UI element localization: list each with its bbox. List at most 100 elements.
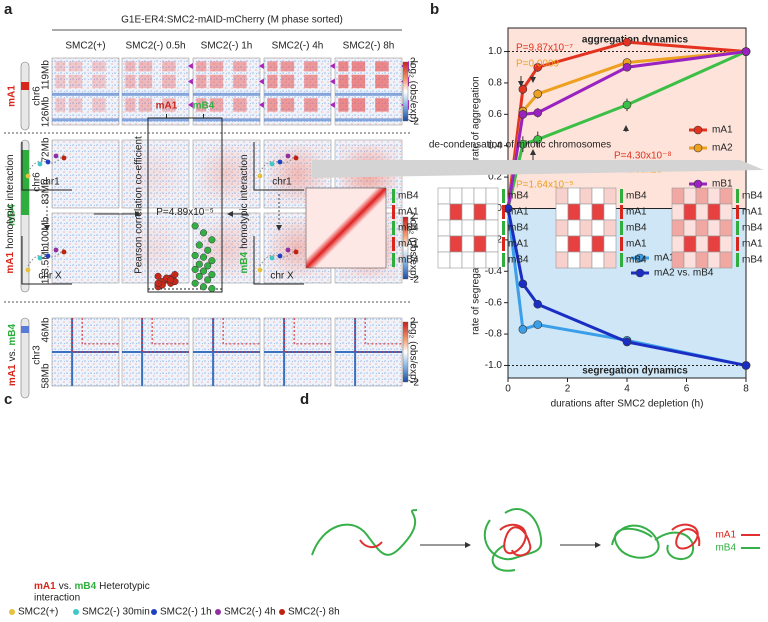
contact-cell <box>719 187 733 205</box>
chromosome-band <box>21 150 29 215</box>
heatmap-block <box>233 98 247 112</box>
heatmap-block <box>351 74 366 89</box>
contact-cell <box>437 235 451 253</box>
compartment-bar <box>502 221 505 235</box>
heatmap-block <box>280 61 295 72</box>
chromatin-green <box>611 524 695 560</box>
heatmap-enrichment <box>126 217 185 279</box>
y-tick-label: -1.0 <box>485 360 503 371</box>
heatmap-block <box>125 61 136 72</box>
category-label: mB4 <box>193 101 215 112</box>
contact-cell <box>695 187 709 205</box>
data-point <box>622 62 632 72</box>
heatmap-block <box>138 74 153 89</box>
diagram-dot <box>45 253 51 259</box>
legend-label: SMC2(-) 30min <box>82 607 150 618</box>
coordinate: 46Mb <box>41 317 52 342</box>
chromosome-band <box>21 326 29 333</box>
data-point <box>191 251 199 260</box>
heatmap <box>121 57 190 126</box>
data-point <box>204 246 212 254</box>
x-tick-label: 4 <box>624 384 630 395</box>
colorbar-min: -2 <box>410 117 419 128</box>
compartment-label: mA1 <box>626 207 647 218</box>
compartment-label: mA1 <box>508 239 529 250</box>
compartment-bar <box>502 189 505 203</box>
contact-cell <box>683 203 697 221</box>
legend-label: mA1 <box>712 125 733 136</box>
data-point <box>208 284 216 293</box>
compartment-bar <box>736 205 739 219</box>
legend-label: mA2 <box>712 143 733 154</box>
heatmap <box>51 139 120 209</box>
category-label: mA1 <box>156 101 178 112</box>
data-point <box>195 272 203 280</box>
diagram-dot <box>293 155 299 161</box>
column-header: SMC2(+) <box>65 41 105 52</box>
data-point <box>622 100 632 110</box>
heatmap-block <box>338 98 349 112</box>
contact-cell <box>683 219 697 237</box>
contact-cell <box>449 187 463 205</box>
contact-cell <box>567 187 581 205</box>
chromosome-label: chr1 <box>40 177 60 188</box>
compartment-label: mB4 <box>508 255 529 266</box>
contact-cell <box>579 235 593 253</box>
data-point <box>533 299 543 309</box>
heterotypic-part: mB4 <box>74 581 96 592</box>
legend-marker <box>635 253 645 263</box>
heatmap-block <box>233 61 247 72</box>
coordinate: 113.5Mb <box>41 245 52 284</box>
chromosome-label: chr6 <box>32 172 43 192</box>
heatmap-block <box>162 98 176 112</box>
heatmap-enrichment <box>197 144 256 204</box>
heatmap-block <box>92 74 106 89</box>
y-axis-label: Pearson correlation co-efficient <box>134 136 145 274</box>
data-point <box>204 276 212 284</box>
heatmap-block <box>125 98 136 112</box>
panel-label: c <box>4 391 12 408</box>
heatmap-block <box>351 61 366 72</box>
heatmap-stripe <box>122 118 189 122</box>
contact-cell <box>671 251 685 269</box>
heatmap-stripe <box>264 118 331 122</box>
data-point <box>199 229 208 237</box>
heatmap-stripe <box>335 118 402 122</box>
region-box <box>151 318 189 345</box>
colorbar-label: log₂ (obs/exp) <box>407 61 418 123</box>
compartment-bar <box>736 221 739 235</box>
contact-cell <box>579 203 593 221</box>
diagram-curve <box>259 153 297 173</box>
contact-cell <box>461 251 475 269</box>
chromosome-label: chr X <box>270 271 294 282</box>
contact-cell <box>461 235 475 253</box>
colorbar-min: -2 <box>410 275 419 286</box>
heatmap-stripe <box>335 92 402 96</box>
diagram-dot <box>45 159 51 165</box>
contact-cell <box>591 219 605 237</box>
diagram-dot <box>53 153 59 159</box>
contact-cell <box>671 235 685 253</box>
colorbar-max: 2 <box>410 212 416 223</box>
compartment-bar <box>620 221 623 235</box>
diagram-dot <box>285 247 291 253</box>
contact-cell <box>603 203 617 221</box>
heatmap-enrichment <box>126 144 185 204</box>
heatmap-stripe <box>52 118 119 122</box>
heatmap-block <box>55 74 66 89</box>
heatmap-stripe <box>193 118 260 122</box>
heatmap-block <box>162 74 176 89</box>
contact-cell <box>707 219 721 237</box>
contact-cell <box>671 219 685 237</box>
data-point <box>208 236 216 244</box>
data-point <box>518 110 528 119</box>
data-point <box>154 279 162 287</box>
panel-d-title: de-condensation of mitotic chromosomes <box>429 140 611 151</box>
diagram-axes <box>253 236 304 285</box>
heatmap-stripe <box>122 92 189 96</box>
diagram-dot <box>257 267 263 273</box>
contact-cell <box>555 235 569 253</box>
heatmap <box>51 212 120 284</box>
colorbar-max: 2 <box>410 57 416 68</box>
compartment-bar <box>502 205 505 219</box>
